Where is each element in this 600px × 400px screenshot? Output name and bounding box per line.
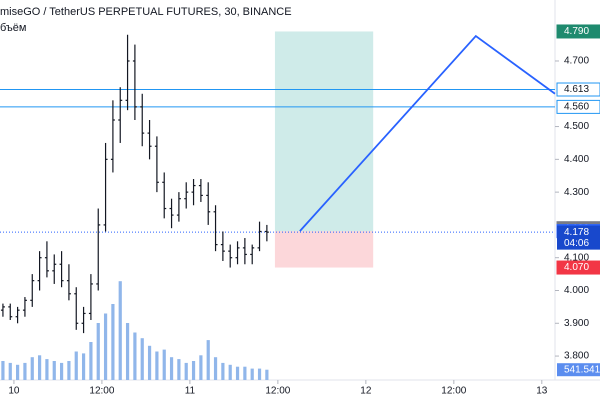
y-tick-label: 4.700 (564, 56, 589, 67)
price-label-bg (556, 99, 600, 114)
volume-bar (213, 357, 218, 380)
volume-bar (257, 368, 262, 380)
volume-bar (265, 369, 269, 380)
volume-bar (169, 357, 174, 380)
price-label-bg (556, 82, 600, 97)
profit-zone (274, 31, 374, 232)
y-tick-label: 3.900 (564, 318, 589, 329)
volume-bar (45, 359, 49, 380)
x-tick-label: 12:00 (89, 386, 114, 397)
x-tick-label: 10 (8, 386, 20, 397)
volume-bar (162, 349, 166, 380)
volume-bar (191, 361, 196, 380)
volume-bar (235, 366, 240, 380)
volume-bar (250, 368, 254, 380)
countdown-label: 04:06 (564, 238, 589, 249)
volume-bar (243, 366, 247, 380)
x-tick-label: 12:00 (265, 386, 290, 397)
y-tick-label: 4.400 (564, 154, 589, 165)
price-label: 4.070 (564, 262, 589, 273)
volume-bar (30, 357, 34, 380)
volume-bar (37, 355, 42, 380)
volume-bar (118, 281, 122, 380)
volume-bar (221, 362, 225, 380)
last-price-label: 4.178 (564, 227, 589, 238)
volume-bar (228, 364, 232, 380)
y-tick-label: 4.300 (564, 187, 589, 198)
x-tick-label: 13 (536, 386, 548, 397)
price-label: 4.790 (564, 26, 589, 37)
volume-bar (199, 355, 203, 380)
y-tick-label: 4.500 (564, 121, 589, 132)
volume-bar (140, 338, 144, 380)
projection-line (299, 34, 556, 232)
volume-bar (23, 362, 27, 380)
volume-bar (133, 332, 137, 380)
volume-bar (111, 304, 115, 380)
volume-bar (1, 361, 5, 380)
volume-bar (52, 361, 56, 380)
volume-bar (96, 323, 100, 380)
volume-label-bg (557, 363, 600, 377)
volume-bar (177, 359, 181, 380)
volume-bar (125, 323, 130, 380)
volume-bar (147, 345, 152, 380)
x-tick-label: 11 (185, 386, 196, 397)
volume-bar (89, 342, 93, 380)
volume-bar (155, 351, 159, 380)
loss-zone (274, 231, 374, 268)
volume-bar (8, 362, 12, 380)
volume-label: бъём (0, 22, 27, 34)
volume-bar (184, 362, 188, 380)
price-label-bg (556, 24, 600, 39)
x-tick-label: 12:00 (441, 386, 466, 397)
volume-bar (81, 353, 86, 380)
volume-bar (15, 364, 20, 380)
volume-value-label: 541.541 (564, 364, 600, 375)
price-label-bg (556, 260, 600, 275)
y-tick-label: 4.100 (564, 252, 589, 263)
volume-bar (67, 361, 71, 380)
price-label: 4.613 (564, 84, 589, 95)
x-tick-label: 12 (360, 386, 372, 397)
volume-bar (59, 362, 64, 380)
chart-title: miseGO / TetherUS PERPETUAL FUTURES, 30,… (0, 6, 292, 18)
y-tick-label: 4.000 (564, 285, 589, 296)
price-label: 4.560 (564, 102, 589, 113)
volume-bar (206, 340, 210, 380)
volume-bar (74, 351, 78, 380)
volume-bar (103, 313, 108, 380)
y-tick-label: 3.800 (564, 351, 589, 362)
last-price-bg (557, 225, 600, 250)
